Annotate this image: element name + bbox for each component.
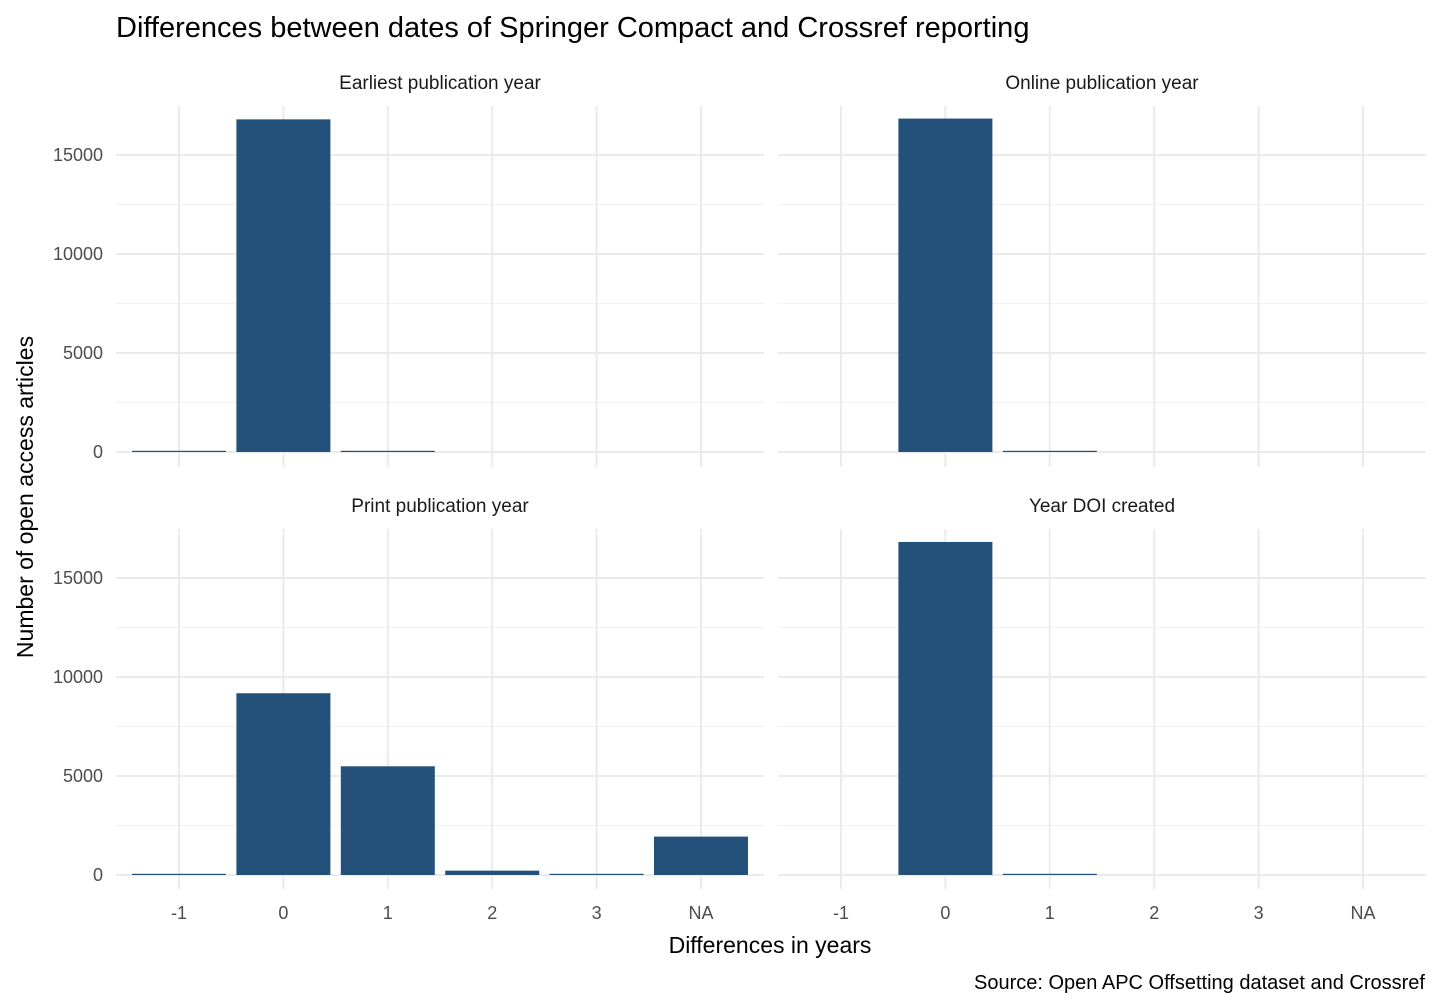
facet-panel: Earliest publication year 0 5000 10000 15000 — [53, 73, 764, 467]
x-tick-label: 3 — [592, 903, 602, 923]
y-tick-label: 0 — [93, 442, 103, 462]
x-tick-label: NA — [688, 903, 713, 923]
facet-panel: Year DOI created -1 0 1 2 3 NA — [778, 496, 1426, 923]
facet-strip-label: Earliest publication year — [339, 73, 541, 94]
y-axis-title: Number of open access articles — [12, 336, 38, 658]
bar — [898, 541, 993, 875]
bar — [549, 873, 644, 875]
bar — [654, 836, 748, 875]
bar — [236, 693, 331, 875]
chart-title: Differences between dates of Springer Co… — [116, 12, 1029, 44]
y-tick-label: 10000 — [53, 244, 103, 264]
x-axis-title: Differences in years — [669, 932, 872, 958]
x-tick-label: 2 — [487, 903, 497, 923]
caption: Source: Open APC Offsetting dataset and … — [974, 972, 1425, 994]
bar — [1002, 450, 1097, 452]
facet-strip-label: Print publication year — [351, 496, 529, 517]
facet-strip-label: Year DOI created — [1029, 496, 1175, 517]
y-tick-label: 10000 — [53, 667, 103, 687]
x-tick-label: 2 — [1149, 903, 1159, 923]
x-tick-label: 1 — [383, 903, 393, 923]
bar — [340, 766, 435, 875]
facet-panels: Earliest publication year050001000015000… — [53, 73, 1426, 923]
bar — [1002, 873, 1097, 875]
bar — [445, 870, 540, 875]
facet-strip-label: Online publication year — [1005, 73, 1199, 94]
bar — [898, 118, 993, 453]
y-tick-label: 5000 — [63, 343, 103, 363]
y-tick-label: 0 — [93, 865, 103, 885]
y-tick-label: 5000 — [63, 766, 103, 786]
bar — [340, 450, 435, 452]
y-tick-label: 15000 — [53, 145, 103, 165]
x-tick-label: 0 — [278, 903, 288, 923]
x-tick-label: 3 — [1254, 903, 1264, 923]
x-tick-label: -1 — [171, 903, 187, 923]
y-tick-label: 15000 — [53, 568, 103, 588]
x-tick-label: 0 — [940, 903, 950, 923]
x-tick-label: NA — [1350, 903, 1375, 923]
bar — [236, 119, 331, 453]
facet-panel: Print publication year 0 5000 10000 15000 -1 0… — [53, 496, 764, 923]
bar — [132, 873, 226, 875]
facet-panel: Online publication year — [778, 73, 1426, 467]
x-tick-label: 1 — [1045, 903, 1055, 923]
bar — [132, 450, 226, 452]
x-tick-label: -1 — [833, 903, 849, 923]
